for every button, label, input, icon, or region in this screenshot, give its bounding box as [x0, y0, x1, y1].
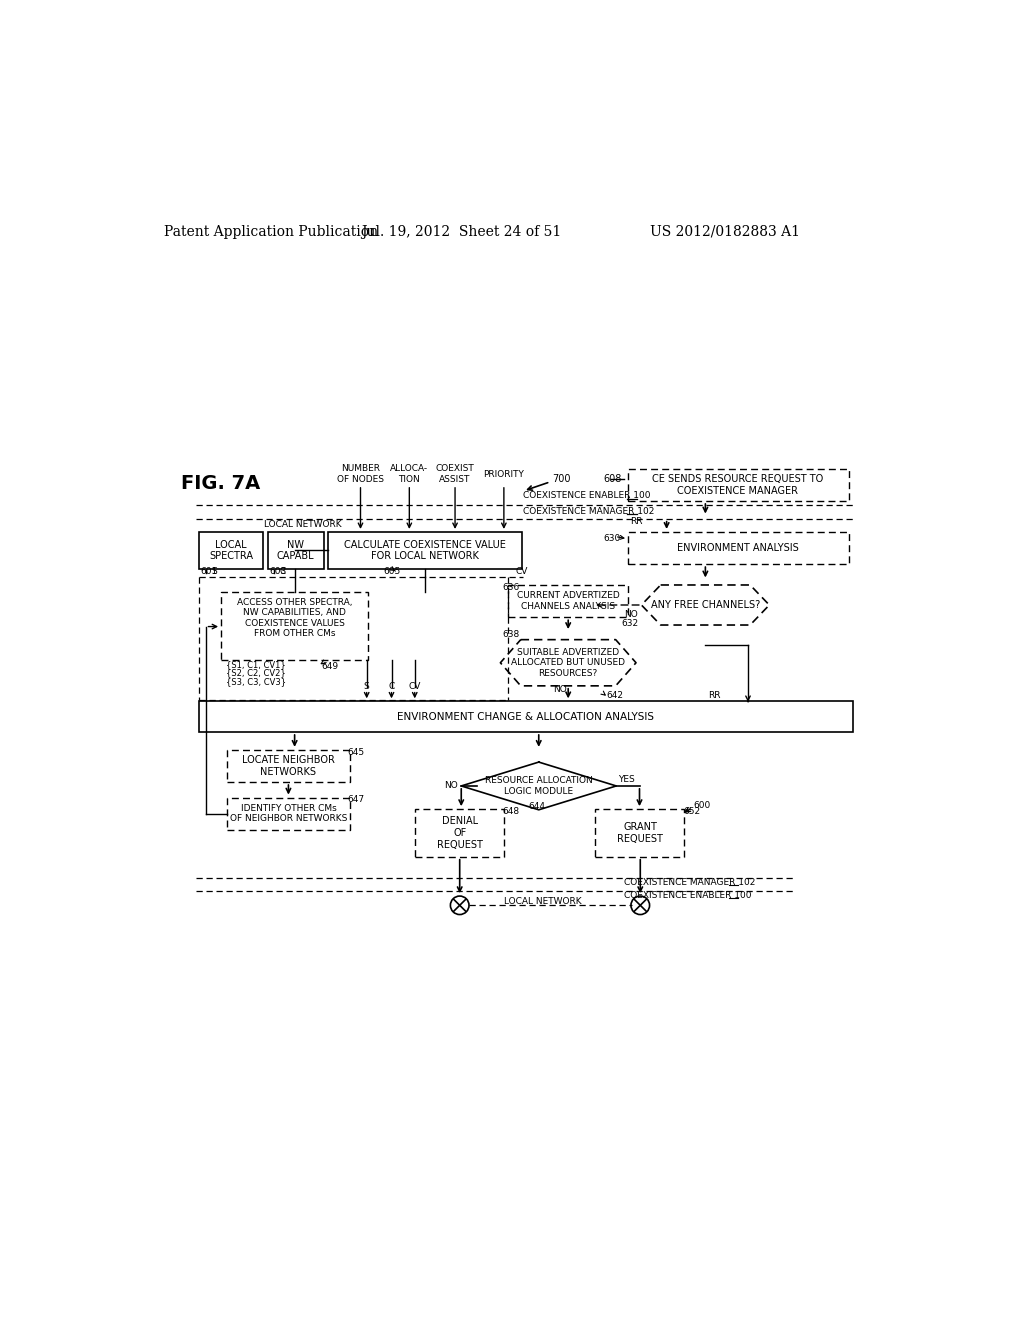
Polygon shape	[501, 640, 636, 686]
Text: ALLOCA-
TION: ALLOCA- TION	[390, 465, 428, 484]
Text: 608: 608	[603, 474, 622, 483]
Text: COEXISTENCE ENABLER 100: COEXISTENCE ENABLER 100	[523, 491, 650, 500]
Text: {S1, C1, CV1}: {S1, C1, CV1}	[225, 660, 286, 669]
Text: 642: 642	[606, 690, 624, 700]
Text: US 2012/0182883 A1: US 2012/0182883 A1	[650, 224, 800, 239]
Text: LOCAL NETWORK: LOCAL NETWORK	[263, 520, 341, 529]
Text: S: S	[212, 568, 217, 577]
Text: C: C	[388, 682, 394, 692]
Text: SUITABLE ADVERTIZED
ALLOCATED BUT UNUSED
RESOURCES?: SUITABLE ADVERTIZED ALLOCATED BUT UNUSED…	[511, 648, 626, 677]
Text: 605: 605	[384, 568, 401, 577]
Text: CALCULATE COEXISTENCE VALUE
FOR LOCAL NETWORK: CALCULATE COEXISTENCE VALUE FOR LOCAL NE…	[344, 540, 506, 561]
Text: 632: 632	[622, 619, 639, 628]
Text: COEXISTENCE MANAGER 102: COEXISTENCE MANAGER 102	[523, 507, 654, 516]
Text: NO: NO	[444, 780, 458, 789]
Text: ENVIRONMENT CHANGE & ALLOCATION ANALYSIS: ENVIRONMENT CHANGE & ALLOCATION ANALYSIS	[397, 711, 654, 722]
Text: 630: 630	[604, 535, 622, 544]
Text: COEXISTENCE MANAGER 102: COEXISTENCE MANAGER 102	[624, 878, 756, 887]
Text: C: C	[280, 568, 286, 577]
FancyBboxPatch shape	[227, 750, 349, 781]
Text: NW
CAPABL: NW CAPABL	[276, 540, 314, 561]
Text: Patent Application Publication: Patent Application Publication	[164, 224, 379, 239]
FancyBboxPatch shape	[200, 701, 853, 733]
Text: NO: NO	[553, 685, 566, 694]
Text: CV: CV	[515, 568, 528, 577]
Text: RR: RR	[708, 690, 720, 700]
Text: 648: 648	[503, 807, 519, 816]
Text: 647: 647	[347, 796, 365, 804]
Text: CV: CV	[409, 682, 421, 692]
Text: COEXIST
ASSIST: COEXIST ASSIST	[435, 465, 474, 484]
Text: {S2, C2, CV2}: {S2, C2, CV2}	[225, 668, 286, 677]
Text: LOCAL NETWORK: LOCAL NETWORK	[504, 898, 582, 906]
Text: 636: 636	[503, 583, 519, 591]
Text: {S3, C3, CV3}: {S3, C3, CV3}	[225, 677, 286, 685]
FancyBboxPatch shape	[415, 809, 504, 857]
Text: S: S	[364, 682, 370, 692]
Text: FIG. 7A: FIG. 7A	[181, 474, 261, 492]
Text: LOCATE NEIGHBOR
NETWORKS: LOCATE NEIGHBOR NETWORKS	[242, 755, 335, 776]
Text: 601: 601	[201, 568, 218, 577]
FancyBboxPatch shape	[508, 585, 628, 618]
Text: GRANT
REQUEST: GRANT REQUEST	[617, 822, 664, 843]
Text: 652: 652	[684, 807, 700, 816]
Text: PRIORITY: PRIORITY	[483, 470, 524, 479]
Text: 649: 649	[322, 663, 339, 671]
FancyBboxPatch shape	[328, 532, 521, 569]
FancyBboxPatch shape	[200, 532, 263, 569]
Text: 638: 638	[503, 630, 519, 639]
Polygon shape	[641, 585, 769, 626]
FancyBboxPatch shape	[628, 469, 849, 502]
Text: LOCAL
SPECTRA: LOCAL SPECTRA	[209, 540, 253, 561]
Text: RR: RR	[630, 517, 643, 527]
Text: ANY FREE CHANNELS?: ANY FREE CHANNELS?	[650, 601, 760, 610]
FancyBboxPatch shape	[267, 532, 324, 569]
FancyBboxPatch shape	[628, 532, 849, 564]
Text: COEXISTENCE ENABLER 100: COEXISTENCE ENABLER 100	[624, 891, 752, 900]
Text: RESOURCE ALLOCATION
LOGIC MODULE: RESOURCE ALLOCATION LOGIC MODULE	[485, 776, 593, 796]
Text: Jul. 19, 2012  Sheet 24 of 51: Jul. 19, 2012 Sheet 24 of 51	[361, 224, 561, 239]
FancyBboxPatch shape	[221, 591, 369, 660]
Text: IDENTIFY OTHER CMs
OF NEIGHBOR NETWORKS: IDENTIFY OTHER CMs OF NEIGHBOR NETWORKS	[229, 804, 347, 824]
FancyBboxPatch shape	[595, 809, 684, 857]
Text: 645: 645	[347, 747, 365, 756]
Text: 603: 603	[269, 568, 287, 577]
Text: 644: 644	[528, 803, 546, 812]
Text: 600: 600	[693, 801, 711, 809]
Text: ACCESS OTHER SPECTRA,
NW CAPABILITIES, AND
COEXISTENCE VALUES
FROM OTHER CMs: ACCESS OTHER SPECTRA, NW CAPABILITIES, A…	[237, 598, 352, 638]
Text: CURRENT ADVERTIZED
CHANNELS ANALYSIS: CURRENT ADVERTIZED CHANNELS ANALYSIS	[517, 591, 620, 611]
Text: DENIAL
OF
REQUEST: DENIAL OF REQUEST	[437, 816, 482, 850]
Text: CE SENDS RESOURCE REQUEST TO
COEXISTENCE MANAGER: CE SENDS RESOURCE REQUEST TO COEXISTENCE…	[652, 474, 823, 496]
Text: ENVIRONMENT ANALYSIS: ENVIRONMENT ANALYSIS	[677, 543, 799, 553]
Text: NO: NO	[624, 610, 638, 619]
FancyBboxPatch shape	[227, 797, 349, 830]
Polygon shape	[461, 762, 616, 810]
Text: YES: YES	[617, 775, 635, 784]
Text: NUMBER
OF NODES: NUMBER OF NODES	[337, 465, 384, 484]
Text: 700: 700	[552, 474, 570, 483]
